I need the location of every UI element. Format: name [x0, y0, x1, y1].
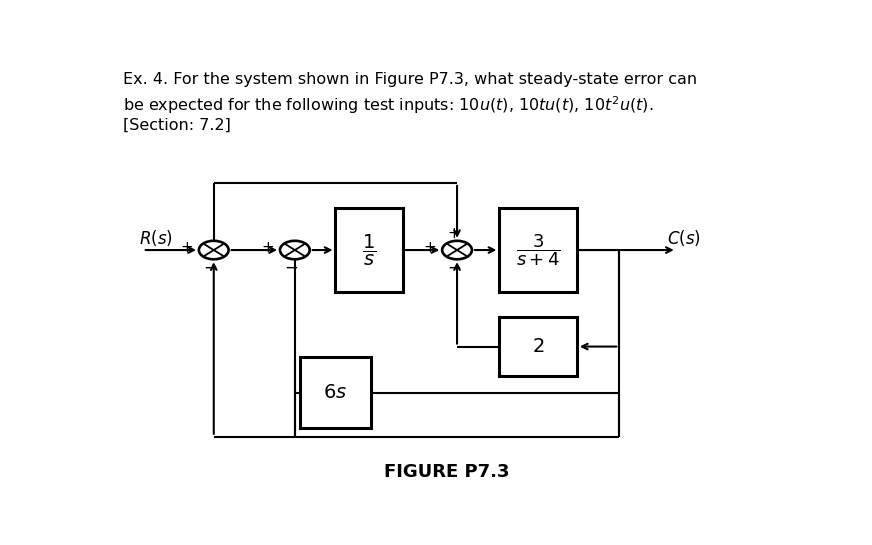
Text: +: +: [262, 240, 274, 256]
Text: Ex. 4. For the system shown in Figure P7.3, what steady-state error can: Ex. 4. For the system shown in Figure P7…: [122, 72, 697, 87]
Text: $6s$: $6s$: [324, 383, 347, 402]
Text: $2$: $2$: [532, 337, 544, 356]
Text: [Section: 7.2]: [Section: 7.2]: [122, 118, 230, 133]
Text: +: +: [181, 240, 193, 256]
Text: $\dfrac{3}{s+4}$: $\dfrac{3}{s+4}$: [515, 232, 561, 268]
Text: FIGURE P7.3: FIGURE P7.3: [385, 463, 509, 481]
Circle shape: [442, 241, 472, 259]
Bar: [336, 208, 403, 292]
Text: +: +: [424, 240, 436, 256]
Text: $-$: $-$: [284, 258, 298, 276]
Bar: [300, 357, 371, 428]
Bar: [500, 317, 577, 376]
Circle shape: [199, 241, 228, 259]
Circle shape: [280, 241, 310, 259]
Bar: [500, 208, 577, 292]
Text: $C(s)$: $C(s)$: [666, 228, 700, 248]
Text: $-$: $-$: [446, 258, 460, 276]
Text: be expected for the following test inputs: $10u(t)$, $10tu(t)$, $10t^2u(t)$.: be expected for the following test input…: [122, 95, 653, 117]
Text: $-$: $-$: [203, 258, 217, 276]
Text: $R(s)$: $R(s)$: [140, 228, 174, 249]
Text: +: +: [447, 226, 460, 241]
Text: $\dfrac{1}{s}$: $\dfrac{1}{s}$: [362, 233, 377, 268]
